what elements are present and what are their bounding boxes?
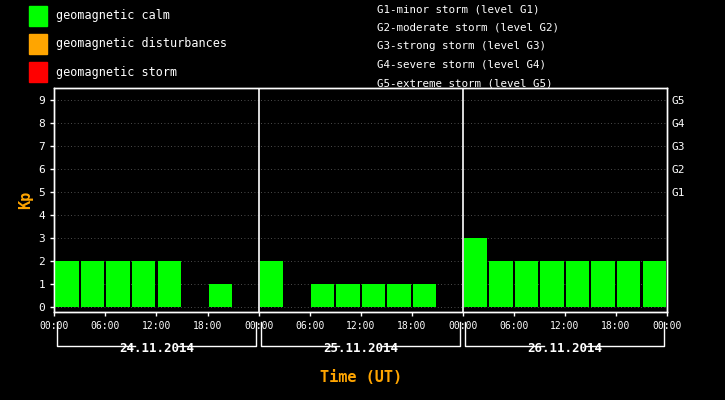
Text: G4-severe storm (level G4): G4-severe storm (level G4) [377,60,546,70]
Y-axis label: Kp: Kp [18,191,33,209]
Bar [464,238,487,307]
Bar [81,261,104,307]
Text: 25.11.2014: 25.11.2014 [323,342,398,355]
Text: G5-extreme storm (level G5): G5-extreme storm (level G5) [377,78,552,88]
Bar [157,261,181,307]
Bar [29,62,47,82]
Bar [566,261,589,307]
Text: geomagnetic disturbances: geomagnetic disturbances [56,38,227,50]
Bar [515,261,538,307]
Text: 24.11.2014: 24.11.2014 [119,342,194,355]
Bar [617,261,640,307]
Text: G2-moderate storm (level G2): G2-moderate storm (level G2) [377,23,559,33]
Bar [209,284,232,307]
Bar [336,284,360,307]
Text: G1-minor storm (level G1): G1-minor storm (level G1) [377,4,539,14]
Bar [29,34,47,54]
Bar [260,261,283,307]
Bar [642,261,666,307]
Bar [132,261,155,307]
Bar [55,261,79,307]
Text: geomagnetic calm: geomagnetic calm [56,9,170,22]
Text: geomagnetic storm: geomagnetic storm [56,66,177,79]
Text: Time (UT): Time (UT) [320,370,402,386]
Text: G3-strong storm (level G3): G3-strong storm (level G3) [377,41,546,51]
Text: 26.11.2014: 26.11.2014 [527,342,602,355]
Bar [362,284,385,307]
Bar [540,261,564,307]
Bar [387,284,410,307]
Bar [29,6,47,26]
Bar [413,284,436,307]
Bar [592,261,615,307]
Bar [107,261,130,307]
Bar [311,284,334,307]
Bar [489,261,513,307]
